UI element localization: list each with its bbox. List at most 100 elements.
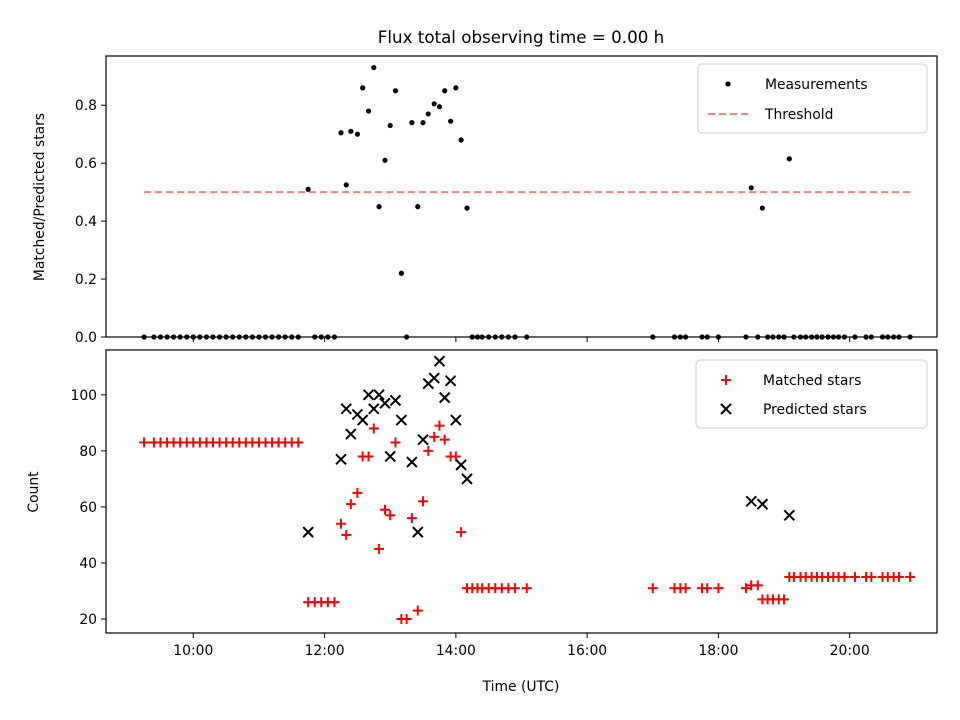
matched-star-point	[702, 583, 713, 594]
bottom-x-axis-label: Time (UTC)	[482, 679, 560, 695]
bottom-y-tick-label: 60	[79, 500, 97, 516]
matched-star-point	[293, 437, 304, 448]
matched-star-point	[335, 518, 346, 529]
predicted-star-point	[362, 389, 375, 401]
measurement-point	[392, 88, 399, 94]
top-y-axis-label: Matched/Predicted stars	[32, 113, 48, 281]
top-plot-frame	[105, 55, 938, 338]
legend-predicted-marker	[720, 403, 732, 415]
predicted-star-point	[384, 450, 396, 463]
bottom-legend: Matched stars Predicted stars	[695, 359, 928, 429]
bottom-y-tick-label: 100	[70, 388, 97, 404]
measurement-point	[354, 131, 361, 137]
predicted-star-point	[417, 433, 429, 446]
predicted-star-point	[433, 355, 446, 367]
legend-matched-marker	[721, 375, 731, 385]
top-y-tick-label: 0.6	[75, 156, 97, 172]
bottom-y-tick-label: 80	[79, 444, 97, 460]
predicted-star-point	[461, 473, 473, 485]
predicted-star-point	[345, 428, 357, 440]
bottom-x-tick-label: 12:00	[305, 643, 345, 659]
bottom-x-tick-label: 16:00	[567, 643, 607, 659]
predicted-star-point	[756, 498, 769, 510]
bottom-plot-frame	[105, 349, 938, 634]
matched-star-point	[352, 487, 363, 498]
predicted-star-point	[379, 397, 391, 409]
measurement-point	[425, 111, 431, 117]
bottom-x-tick-label: 10:00	[173, 643, 213, 659]
matched-star-point	[412, 605, 423, 616]
matched-star-point	[849, 571, 860, 582]
matched-star-point	[385, 510, 396, 521]
bottom-y-axis-label: Count	[26, 471, 42, 513]
predicted-star-point	[340, 403, 352, 415]
bottom-x-tick-label: 20:00	[830, 643, 870, 659]
matched-star-point	[329, 597, 340, 608]
matched-star-point	[406, 513, 417, 524]
predicted-star-point	[455, 459, 467, 471]
bottom-y-ticks: 20 40 60 80 100	[70, 388, 106, 628]
measurement-point	[458, 137, 464, 143]
matched-star-point	[390, 437, 401, 448]
top-y-tick-label: 0.8	[75, 98, 97, 114]
matched-star-point	[368, 423, 379, 434]
top-y-tick-label: 0.2	[75, 272, 97, 288]
measurement-point	[415, 204, 421, 210]
measurement-point	[409, 120, 415, 126]
measurement-point	[338, 130, 344, 136]
measurement-point	[305, 186, 311, 192]
top-panel: Flux total observing time = 0.00 h Match…	[32, 27, 938, 346]
predicted-star-point	[438, 391, 451, 404]
matched-star-point	[779, 594, 790, 605]
bottom-x-tick-label: 14:00	[436, 643, 476, 659]
predicted-star-point	[406, 456, 418, 468]
matched-star-point	[456, 527, 467, 538]
measurement-point	[759, 205, 765, 211]
matched-star-point	[521, 583, 532, 594]
matched-star-point	[379, 504, 390, 515]
matched-star-point	[839, 571, 850, 582]
predicted-star-point	[368, 403, 380, 415]
legend-predicted-label: Predicted stars	[763, 402, 867, 418]
measurement-point	[453, 85, 459, 91]
matched-star-point	[450, 451, 461, 462]
predicted-star-point	[444, 375, 457, 387]
matched-star-point	[434, 420, 445, 431]
top-legend: Measurements Threshold	[697, 63, 928, 134]
top-y-ticks: 0.0 0.2 0.4 0.6 0.8	[75, 98, 106, 346]
bottom-x-tick-label: 18:00	[698, 643, 738, 659]
matched-star-point	[752, 580, 763, 591]
matched-star-point	[740, 583, 751, 594]
matched-star-point	[509, 583, 520, 594]
measurement-point	[387, 122, 393, 129]
top-legend-box	[697, 63, 928, 134]
legend-measurements-marker	[725, 81, 731, 87]
predicted-star-point	[356, 414, 369, 426]
measurement-point	[360, 85, 366, 91]
predicted-star-point	[783, 509, 796, 522]
predicted-star-point	[395, 414, 408, 426]
matched-star-point	[345, 499, 356, 510]
chart-title: Flux total observing time = 0.00 h	[378, 27, 664, 47]
matched-star-points	[139, 420, 916, 624]
matched-star-point	[866, 571, 877, 582]
measurement-point	[365, 108, 372, 114]
bottom-y-tick-label: 40	[79, 556, 97, 572]
matched-star-point	[363, 451, 374, 462]
matched-star-point	[905, 571, 916, 582]
matched-star-point	[423, 445, 434, 456]
bottom-x-ticks: 10:00 12:00 14:00 16:00 18:00 20:00	[173, 633, 870, 659]
matched-star-point	[418, 496, 429, 507]
measurement-point	[376, 204, 382, 210]
top-y-tick-label: 0.4	[75, 214, 97, 230]
predicted-star-point	[428, 372, 440, 384]
measurement-point	[748, 185, 754, 191]
measurement-point	[436, 104, 443, 110]
top-y-tick-label: 0.0	[75, 330, 97, 346]
matched-star-point	[893, 571, 904, 582]
measurement-point	[786, 156, 792, 162]
measurement-point	[348, 128, 354, 134]
matched-star-point	[139, 437, 150, 448]
predicted-star-points	[302, 355, 796, 538]
